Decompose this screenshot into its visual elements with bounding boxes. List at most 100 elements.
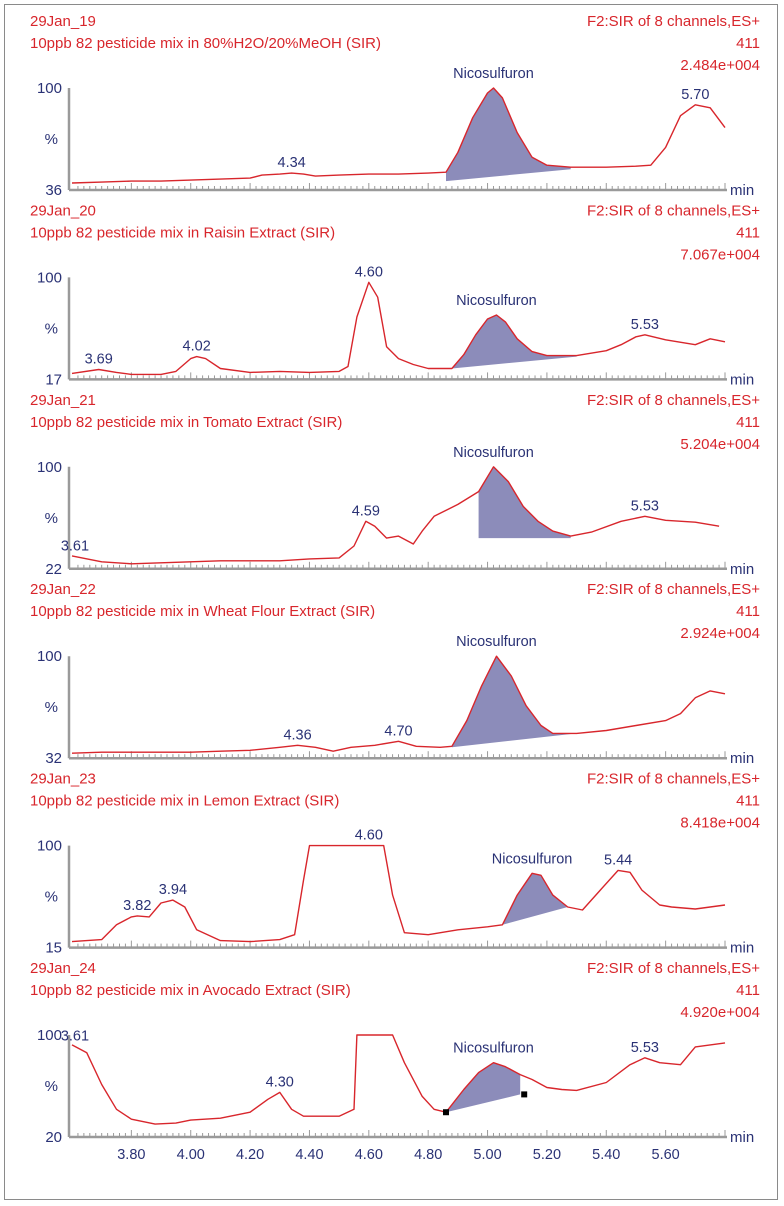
- panel-5-x-unit-label: min: [730, 940, 754, 957]
- panel-5-y-top-label: 100: [37, 838, 62, 855]
- panel-5-mass: 411: [736, 793, 760, 810]
- panel-2-y-top-label: 100: [37, 269, 62, 286]
- x-tick-label: 5.60: [652, 1147, 680, 1163]
- panel-2-sample-id: 29Jan_20: [30, 202, 96, 219]
- panel-5-title: 10ppb 82 pesticide mix in Lemon Extract …: [30, 793, 339, 810]
- panel-4-y-top-label: 100: [37, 648, 62, 665]
- panel-2-peak-label: 5.53: [631, 317, 659, 333]
- panel-2-y-bottom-label: 17: [45, 371, 62, 388]
- panel-4-title: 10ppb 82 pesticide mix in Wheat Flour Ex…: [30, 603, 375, 620]
- panel-1-y-axis-label: %: [45, 131, 58, 148]
- panel-6-x-unit-label: min: [730, 1129, 754, 1146]
- panel-2-function: F2:SIR of 8 channels,ES+: [587, 202, 760, 219]
- x-tick-label: 5.20: [533, 1147, 561, 1163]
- panel-6-mass: 411: [736, 982, 760, 999]
- panel-3-y-bottom-label: 22: [45, 561, 62, 578]
- panel-6-y-axis-label: %: [45, 1078, 58, 1095]
- panel-4-intensity: 2.924e+004: [680, 625, 760, 642]
- panel-2-peak-label: 3.69: [85, 351, 113, 367]
- panel-6-title: 10ppb 82 pesticide mix in Avocado Extrac…: [30, 982, 351, 999]
- panel-6-integration-end-marker: [521, 1091, 528, 1098]
- panel-1-peak-label: 5.70: [681, 87, 709, 103]
- panel-4-x-unit-label: min: [730, 750, 754, 767]
- panel-4-peak-label: 4.70: [384, 723, 412, 739]
- panel-5-sample-id: 29Jan_23: [30, 771, 96, 788]
- panel-4-peak-label: 4.36: [283, 727, 311, 743]
- x-tick-label: 4.40: [295, 1147, 323, 1163]
- x-tick-label: 5.40: [592, 1147, 620, 1163]
- panel-6-y-top-label: 100: [37, 1027, 62, 1044]
- panel-6-peak-label: 4.30: [266, 1074, 294, 1090]
- panel-3-title: 10ppb 82 pesticide mix in Tomato Extract…: [30, 414, 342, 431]
- panel-1-trace-line: [71, 87, 726, 184]
- panel-4-peak-name-label: Nicosulfuron: [456, 634, 537, 650]
- panel-6-function: F2:SIR of 8 channels,ES+: [587, 960, 760, 977]
- panel-3-peak-name-label: Nicosulfuron: [453, 445, 534, 461]
- panel-1-integrated-peak-area: [446, 88, 571, 182]
- panel-5-integrated-peak-area: [502, 873, 568, 925]
- panel-2-peak-name-label: Nicosulfuron: [456, 293, 537, 309]
- panel-1-peak-label: 4.34: [278, 155, 306, 171]
- x-tick-label: 4.00: [177, 1147, 205, 1163]
- panel-5-peak-name-label: Nicosulfuron: [492, 851, 573, 867]
- panel-1-title: 10ppb 82 pesticide mix in 80%H2O/20%MeOH…: [30, 35, 381, 52]
- panel-6-sample-id: 29Jan_24: [30, 960, 96, 977]
- panel-6-peak-name-label: Nicosulfuron: [453, 1041, 534, 1057]
- panel-6-intensity: 4.920e+004: [680, 1004, 760, 1021]
- panel-3-sample-id: 29Jan_21: [30, 392, 96, 409]
- panel-1-intensity: 2.484e+004: [680, 57, 760, 74]
- panel-2-trace-line: [71, 281, 726, 376]
- panel-6-peak-label: 3.61: [61, 1028, 89, 1044]
- panel-5-function: F2:SIR of 8 channels,ES+: [587, 771, 760, 788]
- panel-2-peak-label: 4.02: [183, 339, 211, 355]
- panel-5-y-bottom-label: 15: [45, 940, 62, 957]
- x-tick-label: 4.20: [236, 1147, 264, 1163]
- panel-4-integrated-peak-area: [451, 656, 577, 748]
- panel-6-trace-line: [71, 1034, 726, 1125]
- panel-4-function: F2:SIR of 8 channels,ES+: [587, 581, 760, 598]
- panel-5-peak-label: 3.82: [123, 898, 151, 914]
- panel-3-intensity: 5.204e+004: [680, 436, 760, 453]
- panel-3-y-axis-label: %: [45, 510, 58, 527]
- panel-3-peak-label: 5.53: [631, 498, 659, 514]
- panel-3-function: F2:SIR of 8 channels,ES+: [587, 392, 760, 409]
- x-tick-label: 5.00: [473, 1147, 501, 1163]
- panel-6-y-bottom-label: 20: [45, 1129, 62, 1146]
- panel-5-peak-label: 5.44: [604, 852, 632, 868]
- panel-5-peak-label: 3.94: [159, 882, 187, 898]
- panel-5-peak-label: 4.60: [355, 828, 383, 844]
- panel-2-integrated-peak-area: [451, 315, 577, 369]
- panel-6-integrated-peak-area: [446, 1062, 521, 1113]
- panel-1-function: F2:SIR of 8 channels,ES+: [587, 13, 760, 30]
- panel-2-y-axis-label: %: [45, 320, 58, 337]
- panel-5-y-axis-label: %: [45, 889, 58, 906]
- panel-6-integration-start-marker: [442, 1109, 449, 1116]
- panel-5-intensity: 8.418e+004: [680, 815, 760, 832]
- panel-5-trace-line: [71, 844, 726, 943]
- panel-2-peak-label: 4.60: [355, 264, 383, 280]
- panel-4-trace-line: [71, 655, 726, 754]
- panel-3-peak-label: 4.59: [352, 503, 380, 519]
- panel-2-x-unit-label: min: [730, 371, 754, 388]
- panel-3-y-top-label: 100: [37, 459, 62, 476]
- panel-2-intensity: 7.067e+004: [680, 246, 760, 263]
- panel-3-x-unit-label: min: [730, 561, 754, 578]
- figure-frame: [4, 4, 778, 1200]
- panel-4-y-bottom-label: 32: [45, 750, 62, 767]
- panel-3-trace-line: [71, 466, 720, 565]
- panel-3-integrated-peak-area: [478, 466, 571, 539]
- panel-4-mass: 411: [736, 603, 760, 620]
- panel-1-y-bottom-label: 36: [45, 182, 62, 199]
- panel-1-sample-id: 29Jan_19: [30, 13, 96, 30]
- panel-1-mass: 411: [736, 35, 760, 52]
- panel-4-sample-id: 29Jan_22: [30, 581, 96, 598]
- x-tick-label: 4.60: [355, 1147, 383, 1163]
- panel-1-peak-name-label: Nicosulfuron: [453, 66, 534, 82]
- panel-3-peak-label: 3.61: [61, 538, 89, 554]
- panel-2-title: 10ppb 82 pesticide mix in Raisin Extract…: [30, 224, 335, 241]
- panel-1-x-unit-label: min: [730, 182, 754, 199]
- panel-2-mass: 411: [736, 224, 760, 241]
- x-tick-label: 4.80: [414, 1147, 442, 1163]
- panel-1-y-top-label: 100: [37, 80, 62, 97]
